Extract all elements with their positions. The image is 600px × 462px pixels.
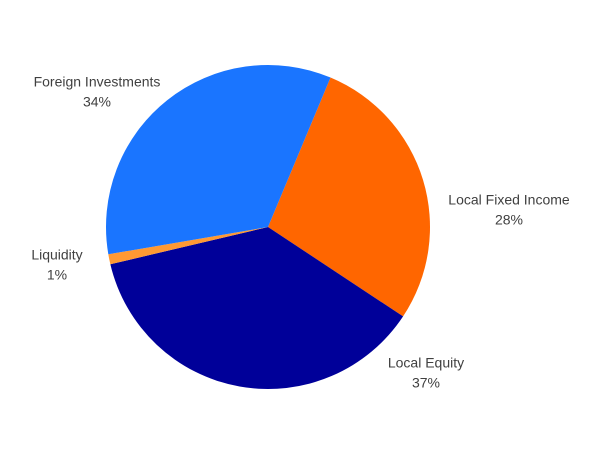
slice-label: Liquidity: [31, 247, 82, 263]
slice-label: Local Fixed Income: [448, 192, 570, 208]
pie-slice: [108, 227, 268, 265]
slice-label: Local Equity: [388, 355, 464, 371]
slice-value-label: 28%: [495, 212, 523, 228]
slice-label: Foreign Investments: [34, 74, 161, 90]
slice-value-label: 37%: [412, 375, 440, 391]
pie-slice: [268, 77, 430, 317]
slice-value-label: 1%: [47, 267, 67, 283]
pie-slice: [110, 227, 404, 390]
pie-slice: [105, 64, 331, 255]
slice-value-label: 34%: [83, 94, 111, 110]
